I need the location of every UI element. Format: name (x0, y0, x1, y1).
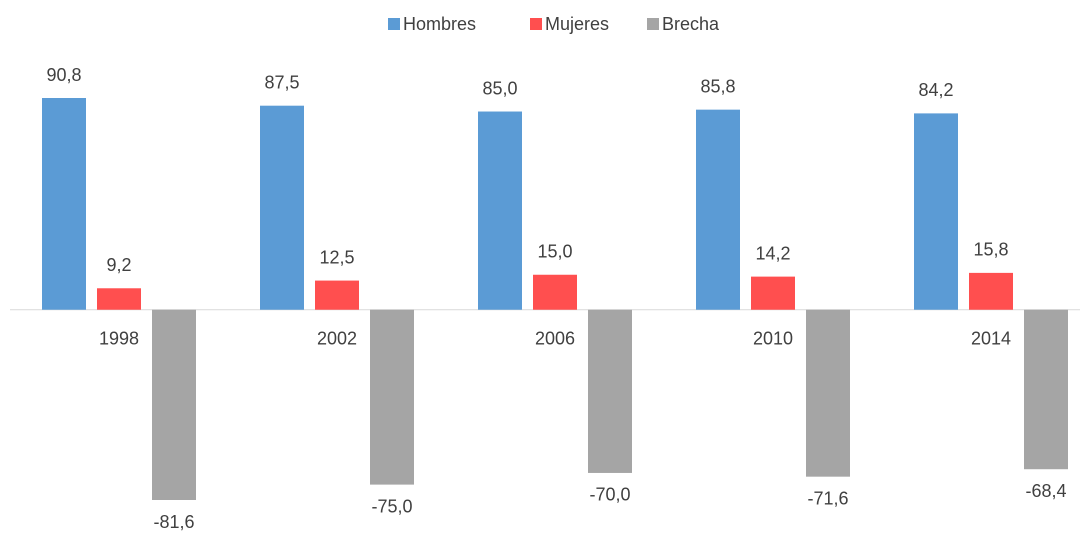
bar (696, 109, 740, 310)
x-tick-label: 1998 (99, 328, 139, 348)
bar (806, 309, 850, 477)
x-tick-label: 2002 (317, 328, 357, 348)
data-label: -68,4 (1025, 481, 1066, 501)
bar (42, 98, 86, 310)
data-label: 90,8 (46, 65, 81, 85)
legend-label: Brecha (662, 14, 720, 34)
bar (969, 272, 1013, 310)
bar (533, 274, 577, 310)
legend-swatch (647, 18, 659, 30)
data-label: 87,5 (264, 72, 299, 92)
data-label: 84,2 (918, 80, 953, 100)
legend-swatch (388, 18, 400, 30)
data-label: -71,6 (807, 488, 848, 508)
bar (315, 280, 359, 310)
x-tick-label: 2014 (971, 328, 1011, 348)
bar (370, 309, 414, 485)
bar (751, 276, 795, 310)
legend-swatch (530, 18, 542, 30)
data-label: 12,5 (319, 247, 354, 267)
bar (914, 113, 958, 310)
data-label: 85,0 (482, 78, 517, 98)
bar (260, 105, 304, 310)
data-label: 15,0 (537, 241, 572, 261)
bar (478, 111, 522, 310)
data-label: 14,2 (755, 243, 790, 263)
bar (1024, 309, 1068, 470)
bar (97, 288, 141, 310)
data-label: -75,0 (371, 496, 412, 516)
data-label: 15,8 (973, 240, 1008, 260)
x-tick-label: 2006 (535, 328, 575, 348)
data-label: 85,8 (700, 76, 735, 96)
x-tick-label: 2010 (753, 328, 793, 348)
data-label: -70,0 (589, 485, 630, 505)
data-label: 9,2 (106, 255, 131, 275)
bar (588, 309, 632, 473)
data-label: -81,6 (153, 512, 194, 532)
legend-label: Hombres (403, 14, 476, 34)
bar (152, 309, 196, 500)
legend-label: Mujeres (545, 14, 609, 34)
